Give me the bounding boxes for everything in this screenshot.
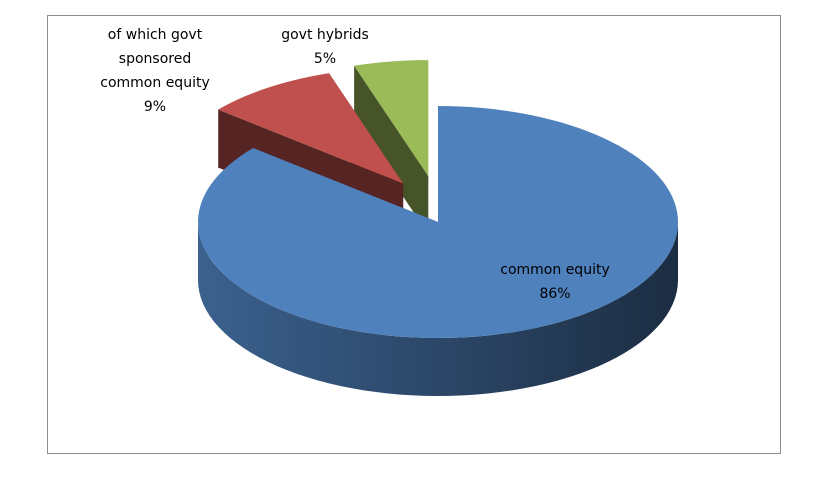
value-label: 86% [539, 286, 571, 302]
pie-slice [354, 60, 429, 177]
value-label: 9% [143, 99, 167, 115]
value-label: 5% [313, 51, 337, 67]
data-label: govt hybrids 5% [260, 23, 390, 71]
pie-slice [198, 106, 678, 338]
category-label: common equity [500, 262, 610, 278]
data-label: common equity 86% [470, 258, 640, 306]
slice-side [198, 222, 678, 396]
category-label: govt hybrids [281, 27, 369, 43]
category-label: of which govt sponsored common equity [100, 27, 210, 91]
pie-slice [218, 73, 404, 184]
data-label: of which govt sponsored common equity 9% [95, 23, 215, 119]
slice-wall [354, 65, 429, 235]
